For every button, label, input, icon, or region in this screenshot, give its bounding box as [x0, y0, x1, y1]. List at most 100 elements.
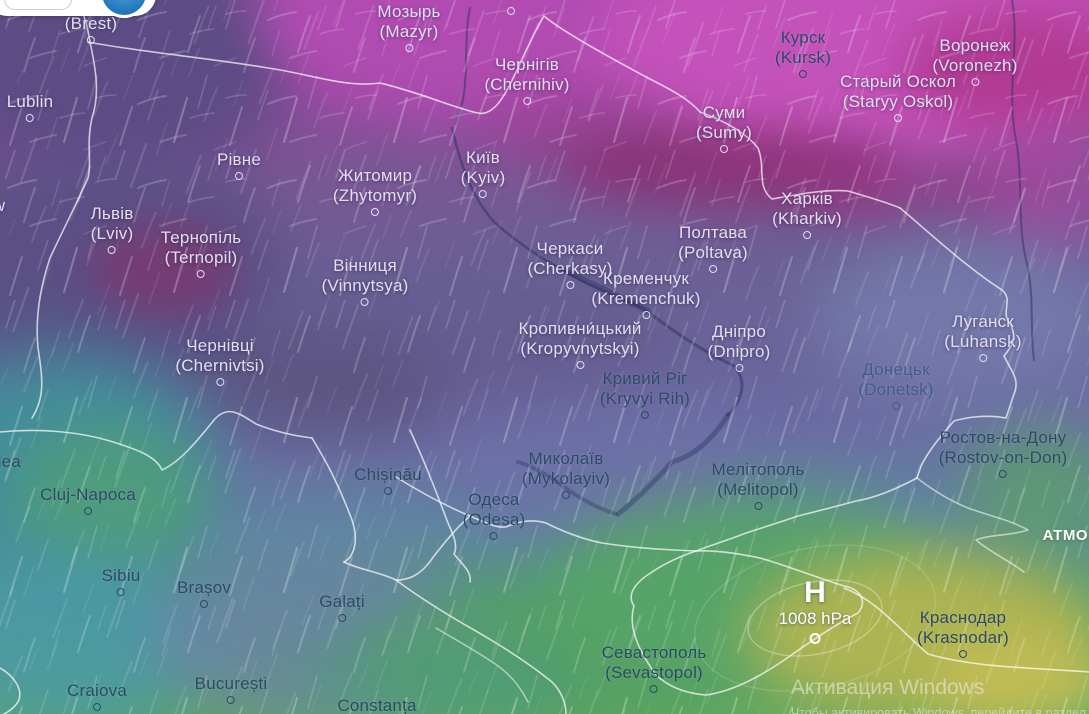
city-marker[interactable]	[892, 402, 900, 410]
city-label[interactable]: Brașov	[177, 578, 231, 608]
city-label[interactable]: Constanța	[337, 696, 416, 714]
city-label[interactable]: Тернопіль (Ternopil)	[161, 228, 242, 278]
city-label[interactable]: Chișinău	[354, 465, 422, 495]
city-label[interactable]: Севастополь (Sevastopol)	[602, 643, 707, 693]
city-marker[interactable]	[478, 190, 487, 198]
city-label[interactable]: Дніпро (Dnipro)	[707, 322, 770, 372]
city-marker[interactable]	[216, 378, 224, 386]
city-marker[interactable]	[523, 97, 531, 105]
city-marker[interactable]	[197, 270, 205, 278]
city-marker[interactable]	[999, 470, 1007, 478]
city-name: Київ	[466, 148, 500, 167]
city-marker[interactable]	[754, 502, 762, 510]
city-label[interactable]: Кременчук (Kremenchuk)	[591, 269, 700, 319]
city-label[interactable]: Вінниця (Vinnytsya)	[322, 256, 409, 306]
city-label[interactable]: Рівне	[217, 150, 261, 180]
city-translit: (Kremenchuk)	[591, 289, 701, 308]
city-name: Мозырь	[377, 2, 441, 21]
city-marker[interactable]	[719, 145, 728, 153]
city-name: Полтава	[679, 223, 747, 242]
city-label[interactable]: (Brest)	[65, 14, 117, 44]
city-marker[interactable]	[708, 265, 717, 273]
city-label[interactable]: Cluj-Napoca	[40, 485, 136, 515]
city-marker[interactable]	[337, 614, 346, 622]
city-marker[interactable]	[970, 78, 979, 86]
city-marker[interactable]	[490, 532, 498, 540]
city-marker[interactable]	[25, 114, 34, 122]
city-label[interactable]: Житомир (Zhytomyr)	[333, 166, 417, 216]
city-name: Чернівці	[186, 336, 254, 355]
city-translit: (Sumy)	[696, 123, 752, 142]
city-label[interactable]: Lublin	[7, 92, 54, 122]
city-name: Луганск	[952, 312, 1014, 331]
city-name: Старый Оскол	[840, 72, 956, 91]
city-marker[interactable]	[562, 491, 570, 499]
city-label[interactable]: Мелітополь (Melitopol)	[711, 460, 804, 510]
city-label[interactable]: Суми (Sumy)	[696, 103, 752, 153]
city-marker[interactable]	[84, 507, 92, 515]
city-label[interactable]: Воронеж (Voronezh)	[932, 36, 1017, 86]
city-translit: (Kursk)	[774, 48, 832, 67]
city-label[interactable]: Донецьк (Donetsk)	[858, 360, 934, 410]
city-label[interactable]: Sibiu	[102, 566, 141, 596]
city-marker[interactable]	[226, 696, 235, 704]
city-name: Воронеж	[939, 36, 1011, 55]
city-label[interactable]: Київ (Kyiv)	[461, 148, 506, 198]
city-marker[interactable]	[650, 685, 658, 693]
city-marker[interactable]	[641, 311, 650, 319]
city-name: Кременчук	[603, 269, 689, 288]
city-marker[interactable]	[92, 703, 101, 711]
city-name: Кропивни́цький	[518, 319, 642, 338]
city-marker[interactable]	[893, 114, 902, 122]
city-label[interactable]: București	[195, 674, 268, 704]
city-name: Chișinău	[354, 465, 422, 484]
city-label[interactable]: Луганск (Luhansk)	[944, 312, 1022, 362]
city-label[interactable]: Полтава (Poltava)	[678, 223, 748, 273]
city-marker[interactable]	[566, 281, 574, 289]
city-label[interactable]: Oradea	[0, 452, 21, 482]
city-label[interactable]: Харків (Kharkiv)	[772, 189, 842, 239]
city-name: Донецьк	[862, 360, 930, 379]
city-label[interactable]: Craiova	[67, 681, 127, 711]
city-marker[interactable]	[199, 600, 208, 608]
city-name: Рівне	[217, 150, 261, 169]
city-label[interactable]: Курск (Kursk)	[775, 28, 831, 78]
pressure-high-marker: H 1008 hPa	[779, 578, 851, 644]
city-marker[interactable]	[803, 231, 811, 239]
city-label[interactable]: Чернівці (Chernivtsi)	[175, 336, 264, 386]
city-label[interactable]: Старый Оскол (Staryy Oskol)	[840, 72, 956, 122]
city-name: Oradea	[0, 452, 21, 471]
city-marker[interactable]	[370, 208, 379, 216]
search-input[interactable]	[4, 0, 72, 10]
city-marker[interactable]	[507, 7, 515, 15]
city-label[interactable]: Rzeszów	[0, 196, 5, 226]
city-marker[interactable]	[117, 588, 125, 596]
city-marker[interactable]	[404, 44, 413, 52]
city-marker[interactable]	[640, 411, 649, 419]
city-marker[interactable]	[576, 361, 584, 369]
city-marker[interactable]	[979, 354, 987, 362]
city-label[interactable]: Львів (Lviv)	[91, 204, 134, 254]
city-marker[interactable]	[360, 298, 369, 306]
city-marker[interactable]	[107, 246, 116, 254]
city-label[interactable]: Миколаїв (Mykolayiv)	[522, 449, 610, 499]
city-label[interactable]: Черкаси (Cherkasy)	[527, 239, 612, 289]
city-marker[interactable]	[384, 487, 392, 495]
city-translit: (Mazyr)	[379, 22, 439, 41]
city-marker[interactable]	[87, 36, 95, 44]
city-label[interactable]: Чернігів (Chernihiv)	[484, 55, 569, 105]
city-label[interactable]: Одеса (Odesa)	[463, 490, 526, 540]
city-label[interactable]: Ростов-на-Дону (Rostov-on-Don)	[939, 428, 1068, 478]
city-marker[interactable]	[799, 70, 807, 78]
city-translit: (Chernivtsi)	[175, 356, 265, 375]
city-marker[interactable]	[959, 650, 967, 658]
city-translit: (Rostov-on-Don)	[938, 448, 1068, 467]
city-label[interactable]: Мозырь (Mazyr)	[377, 2, 440, 52]
city-label[interactable]: Краснодар (Krasnodar)	[917, 608, 1009, 658]
city-label[interactable]: Кривий Ріг (Kryvyi Rih)	[600, 369, 690, 419]
city-label[interactable]: Кропивни́цький (Kropyvnytskyi)	[518, 319, 641, 369]
city-marker[interactable]	[734, 364, 743, 372]
city-marker[interactable]	[235, 172, 243, 180]
city-label[interactable]: Galați	[319, 592, 365, 622]
